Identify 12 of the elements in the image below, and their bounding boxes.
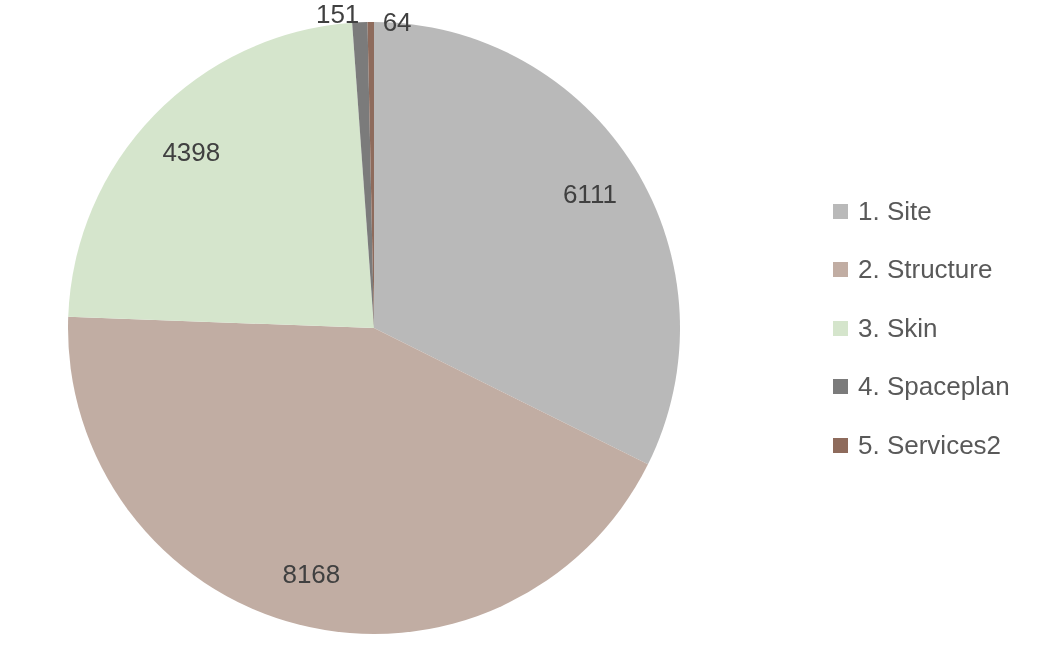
- pie-slice: [68, 22, 374, 328]
- data-label: 151: [315, 0, 360, 30]
- data-label: 8168: [282, 559, 341, 590]
- data-label: 6111: [562, 179, 617, 210]
- legend-label: 1. Site: [858, 195, 932, 227]
- legend-label: 4. Spaceplan: [858, 371, 1010, 403]
- legend-label: 2. Structure: [858, 254, 993, 286]
- data-label: 64: [382, 7, 412, 38]
- legend-label: 5. Services2: [858, 429, 1002, 461]
- legend-label: 3. Skin: [858, 312, 938, 344]
- data-label: 4398: [162, 136, 221, 167]
- pie-slice: [68, 316, 648, 634]
